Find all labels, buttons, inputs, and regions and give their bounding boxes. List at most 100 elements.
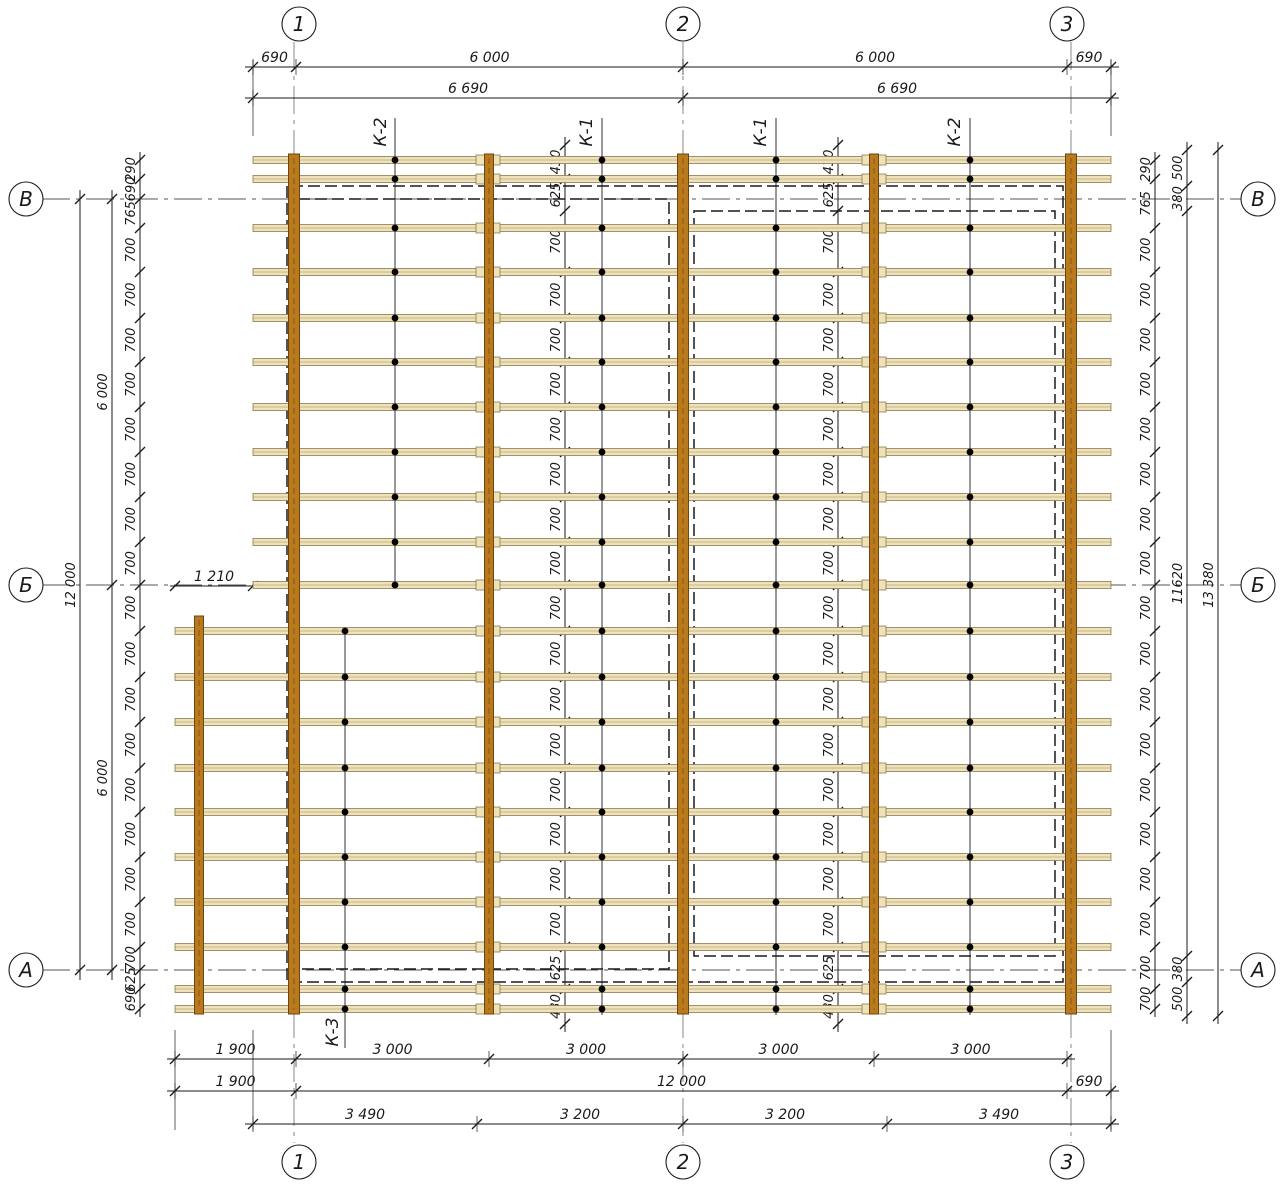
section-dot [341, 898, 349, 906]
dim-text: 700 [1139, 642, 1154, 667]
dim-text: 700 [124, 867, 139, 892]
axis-bubble-b-right: Б [1251, 573, 1265, 597]
dim-tick [1149, 579, 1161, 591]
dim-tick [134, 193, 146, 205]
dim-tick [1149, 806, 1161, 818]
outline-outer [286, 185, 1064, 983]
dim-text: 290 [124, 157, 139, 182]
dim-tick [134, 896, 146, 908]
section-dot [772, 268, 780, 276]
dim-text: 700 [124, 417, 139, 442]
dim-text: 700 [549, 462, 564, 487]
section-dot [966, 268, 974, 276]
dim-text: 3 000 [372, 1042, 412, 1058]
dim-tick [1149, 941, 1161, 953]
section-dot [341, 808, 349, 816]
dim-tick [134, 983, 146, 995]
dim-tick [134, 312, 146, 324]
section-dot [772, 985, 780, 993]
axis-bubble-a-left: А [17, 958, 33, 982]
dim-text: 700 [1139, 596, 1154, 621]
dim-text: 700 [822, 778, 837, 803]
dim-text: 690 [124, 177, 139, 202]
section-dot [598, 175, 606, 183]
dim-tick [832, 139, 844, 151]
dim-text: 6 000 [855, 50, 895, 66]
section-dot [966, 627, 974, 635]
dim-text: 700 [549, 551, 564, 576]
labels-layer: К-2 К-1 К-1 К-2 К-3 1 2 3 1 2 3 В Б А В Б А [8, 6, 1276, 1180]
section-dot [772, 493, 780, 501]
section-dot [391, 493, 399, 501]
dim-tick [1149, 154, 1161, 166]
section-dot [966, 808, 974, 816]
axis-bubble-1-bottom: 1 [293, 1150, 306, 1174]
dim-text: 6 000 [96, 373, 111, 410]
section-dot [772, 808, 780, 816]
dim-text: 700 [1139, 462, 1154, 487]
dim-tick [1149, 536, 1161, 548]
section-label: К-1 [577, 117, 597, 146]
dim-text: 700 [1139, 372, 1154, 397]
dim-text: 700 [549, 822, 564, 847]
dim-tick [1181, 180, 1193, 192]
axis-bubble-b-left: Б [19, 573, 33, 597]
dim-tick [1149, 896, 1161, 908]
dim-text: 700 [124, 551, 139, 576]
dim-text: 700 [549, 372, 564, 397]
axis-bubble-v-left: В [19, 187, 33, 211]
dim-text: 380 [1171, 186, 1186, 211]
dim-text: 700 [822, 867, 837, 892]
dim-text: 700 [124, 596, 139, 621]
section-dot [341, 943, 349, 951]
dim-text: 700 [1139, 778, 1154, 803]
dim-tick [1149, 1003, 1161, 1015]
section-dot [772, 448, 780, 456]
dim-tick [134, 173, 146, 185]
dim-text: 700 [1139, 987, 1154, 1012]
section-dot [966, 718, 974, 726]
axis-bubble-2-top: 2 [677, 12, 690, 36]
section-dot [772, 673, 780, 681]
dim-text: 3 000 [950, 1042, 990, 1058]
dim-tick [832, 1018, 844, 1030]
dim-text: 625 [549, 956, 564, 981]
dim-tick [1181, 976, 1193, 988]
dim-text: 700 [822, 687, 837, 712]
dim-tick [1149, 671, 1161, 683]
dim-tick [1149, 625, 1161, 637]
dim-tick [134, 964, 146, 976]
section-dot [966, 358, 974, 366]
dim-tick [1212, 1010, 1224, 1022]
dim-tick [1149, 356, 1161, 368]
dim-text: 6 000 [96, 759, 111, 796]
dim-text: 700 [124, 912, 139, 937]
dim-text: 700 [822, 507, 837, 532]
dim-text: 700 [1139, 822, 1154, 847]
section-dot [341, 673, 349, 681]
dim-text: 700 [549, 229, 564, 254]
section-dot [966, 224, 974, 232]
dim-text: 700 [549, 687, 564, 712]
dim-tick [74, 964, 86, 976]
dim-tick [1149, 401, 1161, 413]
section-dot [598, 403, 606, 411]
section-label: К-2 [371, 117, 391, 146]
section-dot [772, 764, 780, 772]
axis-bubble-1-bottom-circle [281, 1144, 317, 1180]
section-dot [966, 314, 974, 322]
dim-tick [74, 193, 86, 205]
section-dot [391, 403, 399, 411]
dim-text: 12 000 [64, 562, 79, 608]
section-dot [966, 175, 974, 183]
section-dot [772, 156, 780, 164]
dim-text: 500 [1171, 987, 1186, 1012]
dim-text: 625 [822, 183, 837, 208]
axis-bubble-3-bottom-circle [1049, 1144, 1085, 1180]
dim-text: 700 [124, 946, 139, 971]
dim-text: 12 000 [657, 1074, 706, 1090]
axis-bubble-2-bottom: 2 [677, 1150, 690, 1174]
dim-text: 700 [124, 372, 139, 397]
dim-tick [1149, 222, 1161, 234]
dim-text: 690 [261, 50, 288, 66]
